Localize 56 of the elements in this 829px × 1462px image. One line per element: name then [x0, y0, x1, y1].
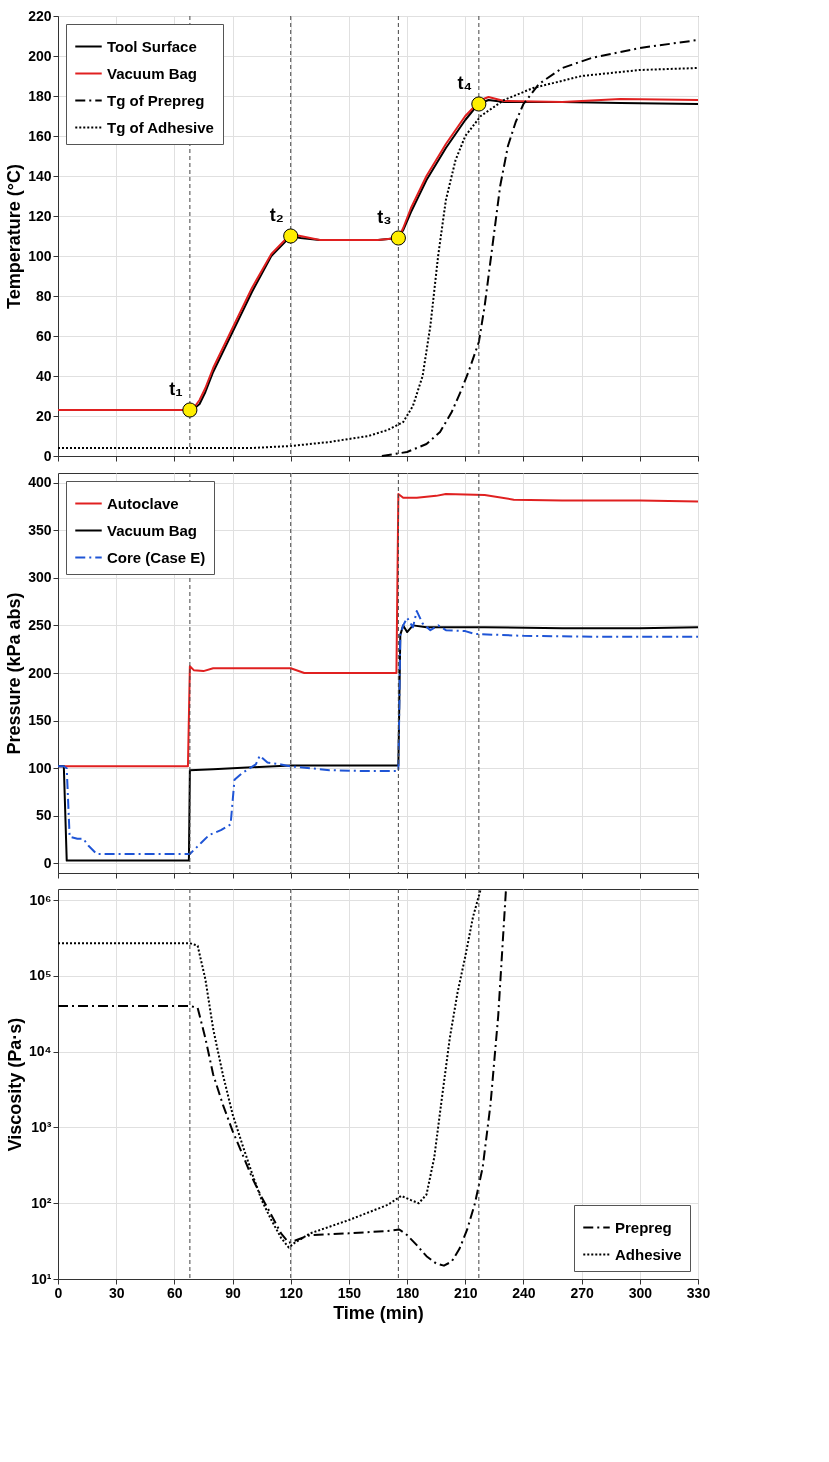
y-tick-label: 50	[35, 807, 52, 824]
x-tick-label: 60	[167, 1284, 183, 1301]
y-tick-label: 0	[43, 447, 52, 464]
y-tick-label: 160	[28, 127, 52, 144]
y-tick-label: 0	[43, 854, 52, 871]
y-tick-label: 140	[28, 167, 52, 184]
annotation: t₂	[269, 205, 284, 225]
x-tick-label: 120	[279, 1284, 304, 1301]
legend-label: Vacuum Bag	[107, 64, 198, 82]
y-tick-label: 10⁴	[29, 1043, 52, 1060]
y-tick-label: 350	[28, 521, 52, 538]
y-tick-label: 250	[28, 616, 52, 633]
y-tick-label: 10¹	[31, 1270, 52, 1287]
y-tick-label: 80	[35, 287, 52, 304]
x-tick-label: 270	[570, 1284, 595, 1301]
y-axis-title: Viscosity (Pa·s)	[5, 1017, 25, 1152]
y-tick-label: 40	[35, 367, 52, 384]
y-tick-label: 10⁶	[29, 891, 52, 908]
y-axis-title: Pressure (kPa abs)	[4, 592, 25, 755]
x-tick-label: 240	[512, 1284, 536, 1301]
y-tick-label: 200	[28, 664, 52, 681]
legend-label: Vacuum Bag	[107, 521, 198, 539]
annotation: t₁	[169, 379, 183, 399]
annotation: t₄	[457, 73, 473, 93]
y-tick-label: 20	[35, 407, 52, 424]
y-tick-label: 60	[35, 327, 52, 344]
x-tick-label: 330	[686, 1284, 711, 1301]
y-tick-label: 220	[28, 7, 52, 24]
y-tick-label: 200	[28, 47, 52, 64]
x-tick-label: 90	[225, 1284, 242, 1301]
legend-label: Tg of Adhesive	[107, 118, 214, 136]
y-tick-label: 400	[28, 474, 52, 491]
legend-label: Prepreg	[615, 1218, 672, 1236]
legend-label: Adhesive	[615, 1245, 682, 1263]
x-tick-label: 30	[108, 1284, 125, 1301]
y-axis-title: Temperature (°C)	[4, 164, 25, 309]
y-tick-label: 120	[28, 207, 52, 224]
x-axis-title: Time (min)	[333, 1302, 424, 1323]
x-tick-label: 300	[628, 1284, 653, 1301]
legend-label: Autoclave	[107, 494, 179, 512]
x-tick-label: 150	[337, 1284, 362, 1301]
y-tick-label: 100	[28, 759, 52, 776]
legend-label: Tg of Prepreg	[107, 91, 205, 109]
y-tick-label: 180	[28, 87, 52, 104]
y-tick-label: 150	[28, 712, 52, 729]
x-tick-label: 180	[395, 1284, 420, 1301]
y-tick-label: 10⁵	[29, 967, 52, 984]
annotation: t₃	[377, 207, 392, 227]
y-tick-label: 10²	[31, 1194, 52, 1211]
x-tick-label: 0	[54, 1284, 63, 1301]
legend-label: Tool Surface	[107, 37, 197, 55]
y-tick-label: 300	[28, 569, 52, 586]
x-tick-label: 210	[454, 1284, 478, 1301]
legend-label: Core (Case E)	[107, 548, 206, 566]
y-tick-label: 100	[28, 247, 52, 264]
y-tick-label: 10³	[31, 1118, 52, 1135]
